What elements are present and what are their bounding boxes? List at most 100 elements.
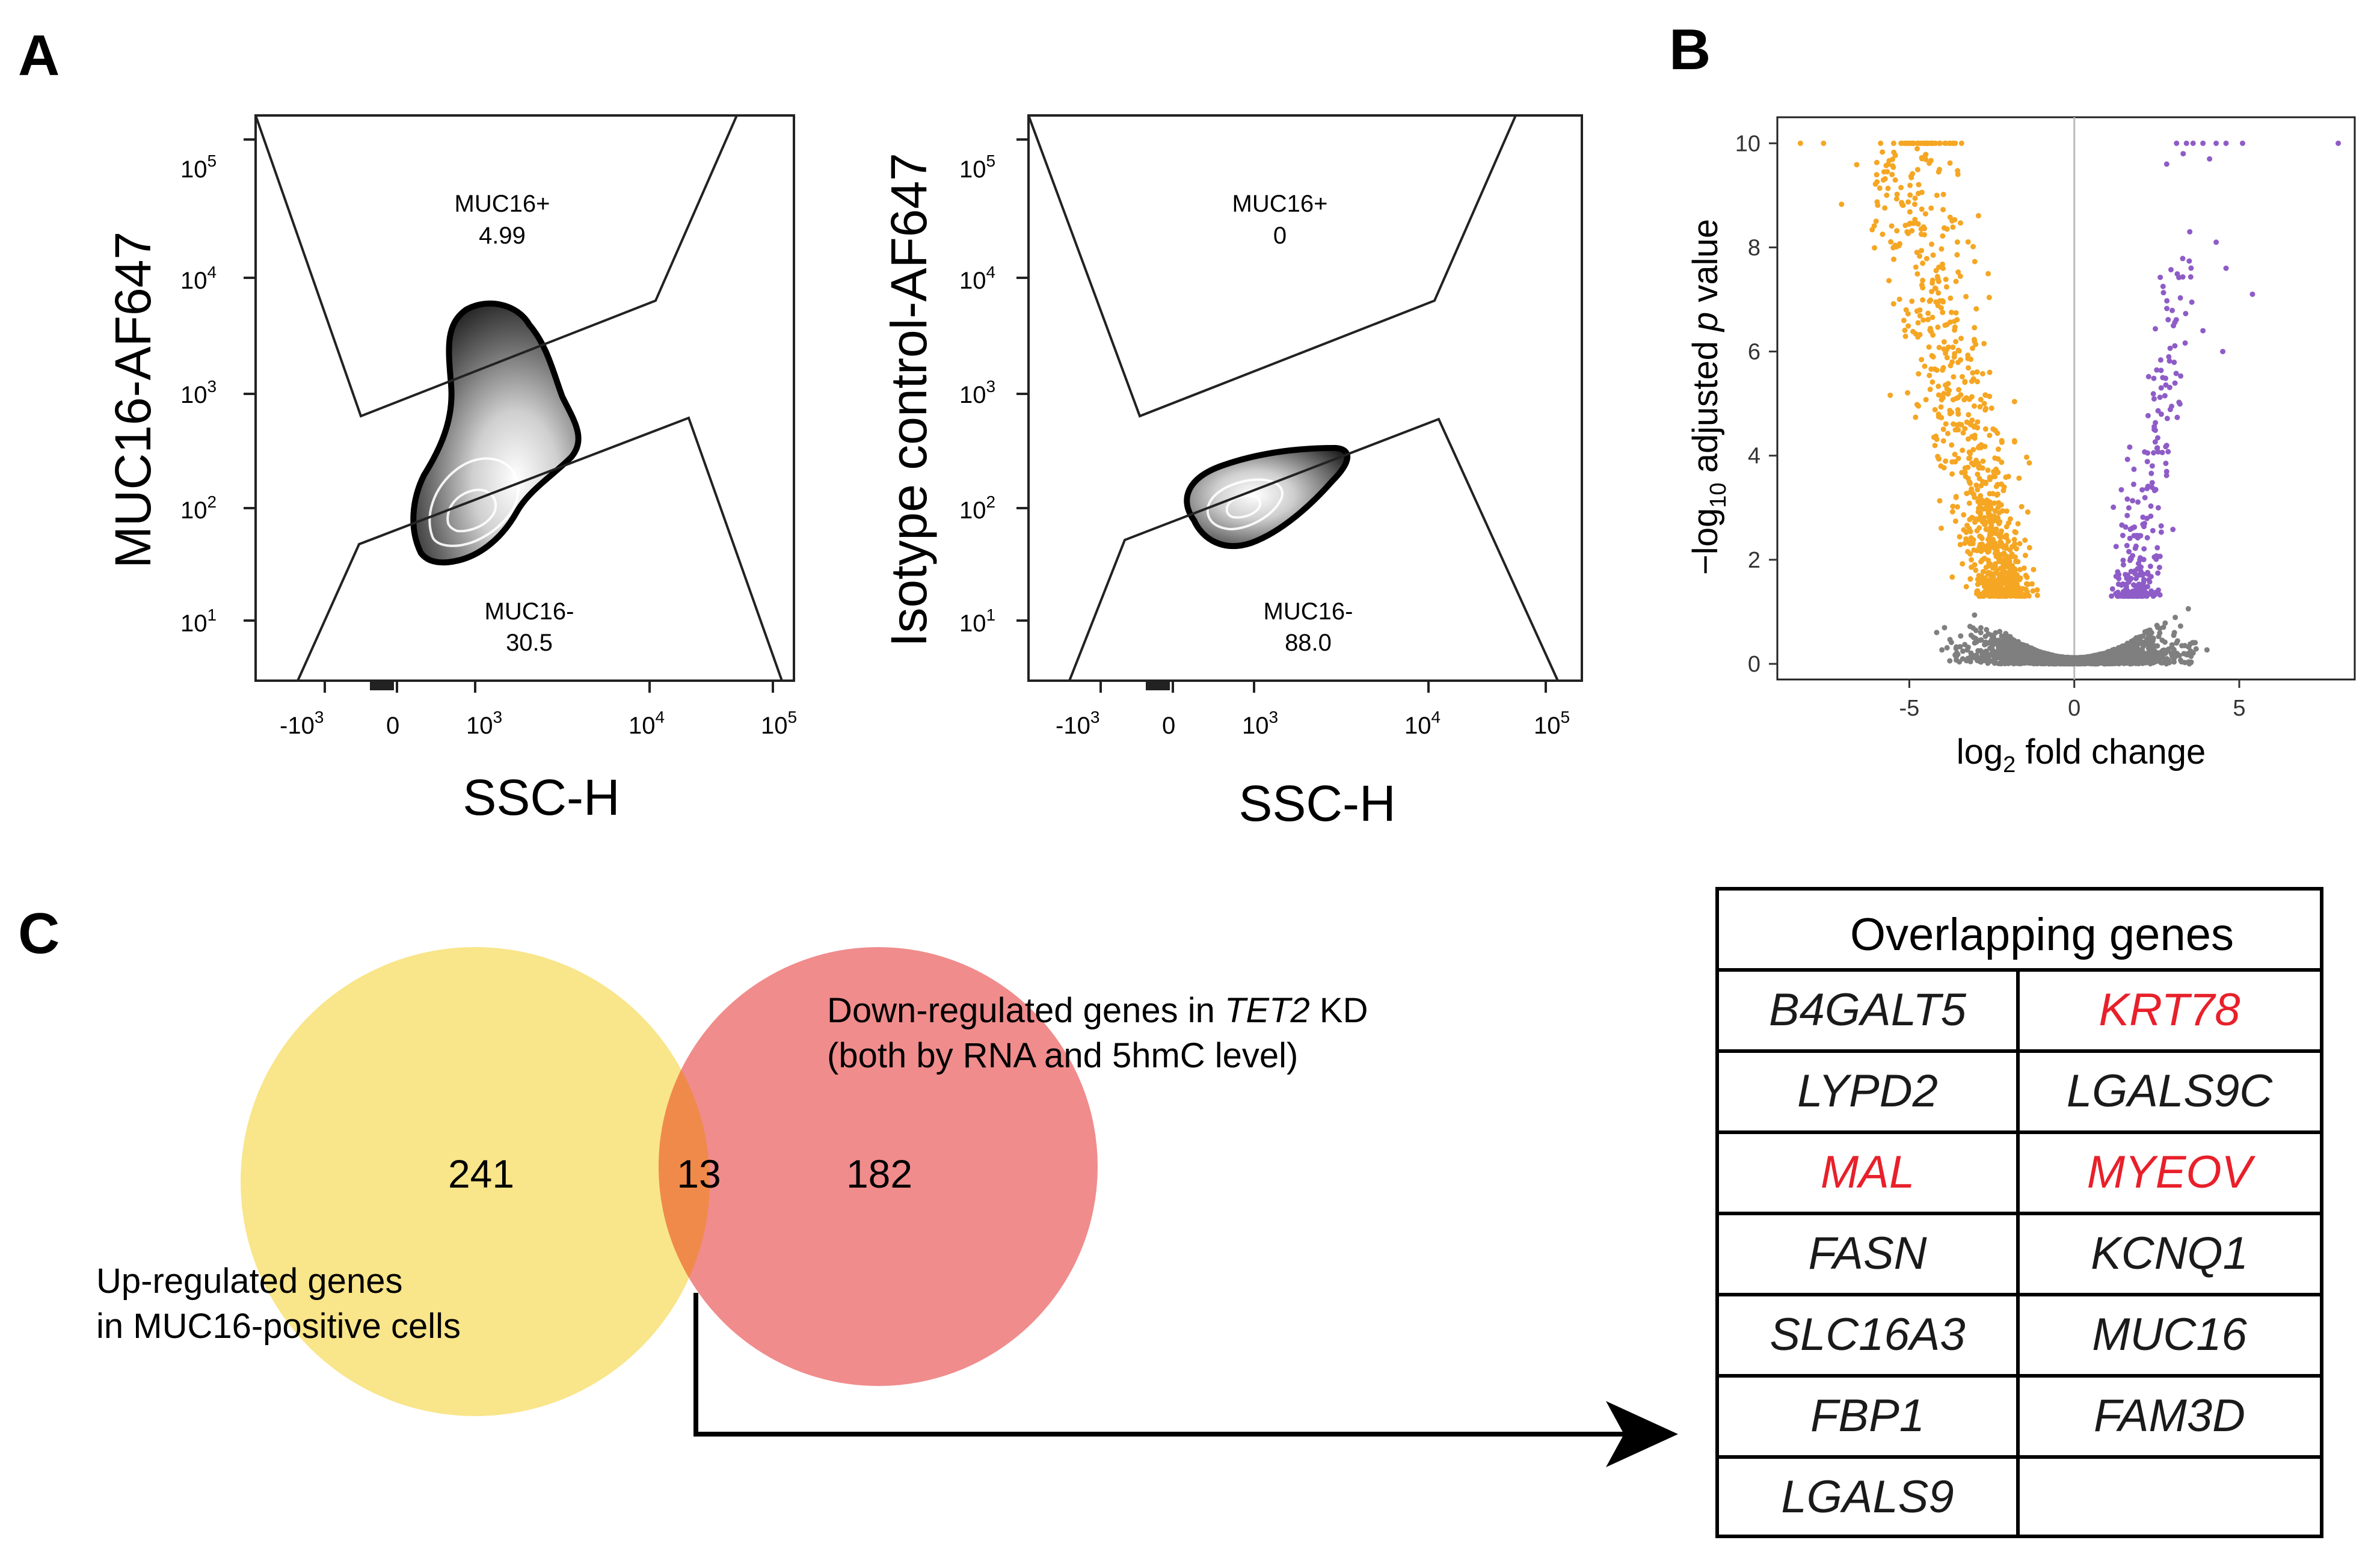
volcano-point-down-regulated	[1962, 426, 1968, 432]
volcano-point-up-regulated	[2142, 495, 2148, 501]
flow-right-density-mid	[1206, 478, 1284, 531]
volcano-point-up-regulated	[2126, 548, 2132, 554]
volcano-point-down-regulated	[1966, 500, 1972, 506]
volcano-point-down-regulated	[1919, 248, 1925, 254]
volcano-point-down-regulated	[1949, 509, 1955, 515]
volcano-point-down-regulated	[2025, 509, 2031, 515]
volcano-point-not-significant	[1984, 627, 1990, 633]
volcano-point-up-regulated	[2140, 521, 2146, 527]
volcano-xtick-label: 5	[2233, 696, 2245, 721]
volcano-point-down-regulated	[1988, 524, 1994, 530]
volcano-point-up-regulated	[2113, 544, 2119, 550]
volcano-point-up-regulated	[2120, 562, 2126, 568]
volcano-point-down-regulated	[1938, 525, 1944, 531]
volcano-point-up-regulated	[2163, 461, 2169, 467]
volcano-point-down-regulated	[1940, 367, 1946, 373]
volcano-point-down-regulated	[2016, 475, 2022, 481]
volcano-point-down-regulated	[1996, 521, 2002, 527]
volcano-point-down-regulated	[1909, 228, 1915, 234]
volcano-point-down-regulated	[1953, 310, 1959, 316]
volcano-point-down-regulated	[1903, 307, 1909, 313]
volcano-point-up-regulated	[2183, 310, 2189, 316]
volcano-point-down-regulated	[1996, 500, 2002, 506]
volcano-point-down-regulated	[1940, 191, 1946, 197]
volcano-point-down-regulated	[1910, 140, 1916, 146]
volcano-point-down-regulated	[1934, 192, 1940, 198]
flow-left-ytick-4: 104	[180, 263, 217, 294]
venn-right-label-2: (both by RNA and 5hmC level)	[827, 1036, 1298, 1075]
volcano-point-down-regulated	[1971, 547, 1977, 553]
volcano-point-down-regulated	[1950, 224, 1956, 230]
volcano-point-down-regulated	[1982, 426, 1988, 432]
volcano-point-down-regulated	[1940, 395, 1946, 401]
volcano-point-down-regulated	[1961, 512, 1967, 518]
volcano-point-up-regulated	[2176, 399, 2182, 405]
volcano-point-not-significant	[1968, 650, 1974, 656]
volcano-point-up-regulated	[2223, 265, 2229, 271]
volcano-point-down-regulated	[1986, 295, 1992, 301]
volcano-point-down-regulated	[1999, 459, 2005, 465]
volcano-point-down-regulated	[1967, 551, 1973, 557]
volcano-point-up-regulated	[2118, 486, 2124, 492]
volcano-point-down-regulated	[1936, 345, 1942, 351]
volcano-point-up-regulated	[2183, 140, 2189, 146]
volcano-point-down-regulated	[1882, 205, 1888, 211]
volcano-point-down-regulated	[1964, 539, 1970, 545]
volcano-point-not-significant	[2001, 634, 2007, 640]
volcano-point-not-significant	[2000, 658, 2006, 664]
volcano-point-down-regulated	[1880, 149, 1886, 155]
volcano-point-down-regulated	[1978, 559, 1984, 565]
volcano-point-down-regulated	[1898, 185, 1904, 191]
volcano-point-down-regulated	[1874, 179, 1880, 185]
volcano-point-down-regulated	[1975, 588, 1981, 594]
gene-table-cells: B4GALT5 KRT78 LYPD2 LGALS9C MAL MYEOV FASN KCNQ…	[1769, 984, 2273, 1523]
volcano-point-down-regulated	[2034, 587, 2040, 593]
volcano-point-down-regulated	[1933, 268, 1939, 274]
flow-left-x-ticks	[324, 681, 774, 693]
flow-right-xtick-4: 104	[1404, 708, 1441, 739]
volcano-point-down-regulated	[1874, 199, 1880, 205]
volcano-point-down-regulated	[1995, 456, 2001, 462]
gene-cell-mal: MAL	[1821, 1147, 1914, 1198]
volcano-point-not-significant	[2193, 646, 2199, 652]
volcano-point-down-regulated	[1973, 567, 1979, 573]
volcano-point-down-regulated	[1909, 298, 1915, 304]
volcano-point-up-regulated	[2144, 535, 2150, 541]
volcano-point-down-regulated	[1978, 548, 1984, 554]
volcano-point-down-regulated	[1947, 214, 1953, 220]
volcano-point-down-regulated	[1968, 422, 1974, 428]
volcano-point-up-regulated	[2174, 140, 2180, 146]
volcano-point-not-significant	[1985, 631, 1991, 637]
volcano-point-down-regulated	[1890, 140, 1896, 146]
volcano-point-down-regulated	[2013, 529, 2019, 535]
volcano-point-down-regulated	[1975, 577, 1981, 583]
volcano-point-down-regulated	[2019, 504, 2025, 510]
volcano-point-not-significant	[2118, 660, 2124, 666]
gene-cell-lgals9: LGALS9	[1781, 1471, 1954, 1523]
volcano-point-down-regulated	[1985, 557, 1991, 563]
volcano-point-down-regulated	[1955, 171, 1961, 177]
volcano-point-up-regulated	[2145, 450, 2151, 456]
volcano-point-down-regulated	[1926, 344, 1932, 350]
volcano-point-down-regulated	[2003, 508, 2009, 514]
volcano-point-down-regulated	[1995, 591, 2001, 597]
volcano-point-up-regulated	[2124, 456, 2130, 462]
volcano-point-not-significant	[2160, 624, 2166, 630]
volcano-point-down-regulated	[1913, 331, 1919, 337]
volcano-point-not-significant	[2171, 630, 2177, 636]
volcano-point-up-regulated	[2223, 140, 2229, 146]
volcano-point-down-regulated	[1981, 500, 1987, 506]
volcano-point-up-regulated	[2160, 290, 2166, 296]
volcano-point-down-regulated	[1972, 519, 1978, 525]
volcano-point-up-regulated	[2120, 581, 2126, 587]
volcano-point-down-regulated	[2022, 537, 2028, 543]
volcano-point-not-significant	[1996, 660, 2002, 666]
volcano-point-not-significant	[2091, 657, 2097, 663]
volcano-point-down-regulated	[1920, 317, 1926, 323]
volcano-point-down-regulated	[1930, 379, 1936, 385]
volcano-point-up-regulated	[2164, 298, 2170, 304]
volcano-point-down-regulated	[1913, 220, 1919, 226]
volcano-point-down-regulated	[1966, 455, 1972, 461]
flow-right-ytick-1: 101	[959, 606, 995, 637]
volcano-point-not-significant	[2065, 657, 2071, 663]
